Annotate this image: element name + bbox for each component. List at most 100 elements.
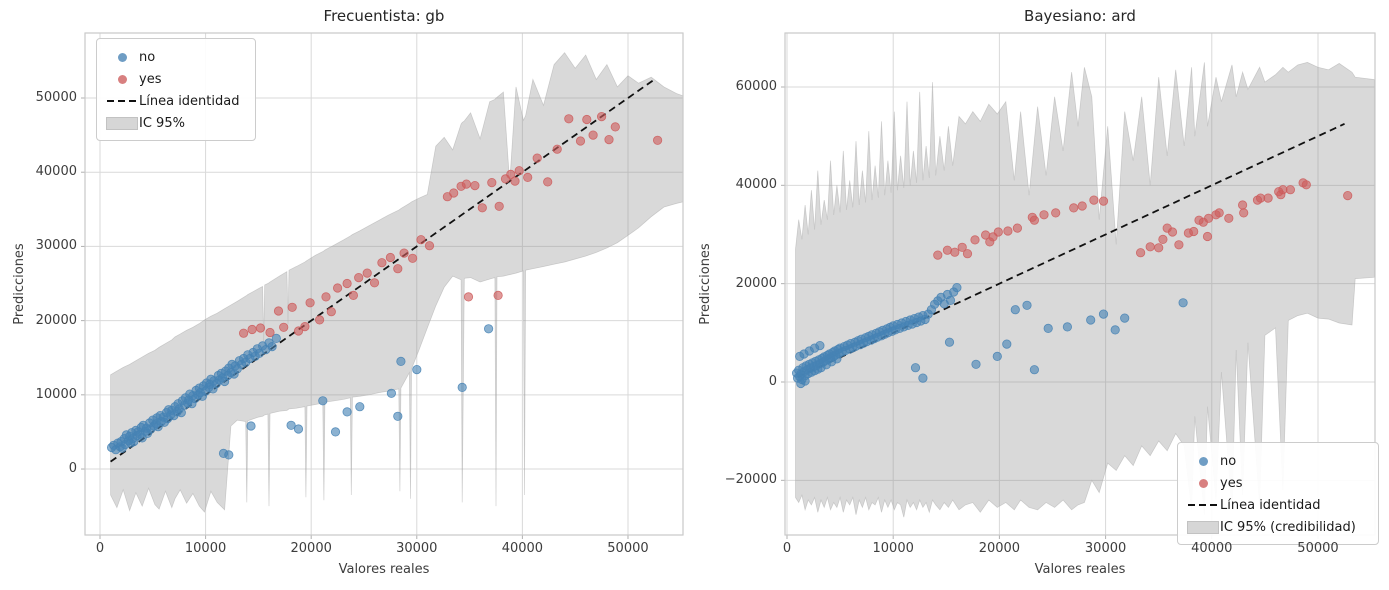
y-tick-label-left: 30000 <box>35 238 77 254</box>
legend-item-identity: Línea identidad <box>1186 494 1368 516</box>
scatter-point-yes <box>1224 213 1234 223</box>
series-yes <box>933 178 1353 260</box>
y-tick-label-left: 20000 <box>35 312 77 328</box>
scatter-point-yes <box>1214 208 1224 218</box>
scatter-point-no <box>918 373 928 383</box>
scatter-point-no <box>1120 313 1130 323</box>
scatter-point-no <box>971 359 981 369</box>
y-tick-label-right: 20000 <box>735 275 777 291</box>
scatter-point-no <box>412 364 422 375</box>
chart-title-right: Bayesiano: ard <box>1024 7 1136 25</box>
scatter-point-yes <box>1098 196 1109 206</box>
scatter-point-yes <box>239 328 249 338</box>
scatter-point-yes <box>532 153 542 163</box>
scatter-point-yes <box>332 283 343 293</box>
legend-label: IC 95% <box>139 115 185 131</box>
scatter-point-yes <box>293 326 304 336</box>
scatter-point-yes <box>494 201 504 211</box>
scatter-point-yes <box>1069 203 1079 213</box>
blue-dot-icon <box>1186 456 1220 466</box>
scatter-point-yes <box>1089 195 1099 205</box>
scatter-point-no <box>224 450 234 460</box>
plot-border-right <box>784 32 1376 536</box>
scatter-point-yes <box>1029 215 1040 225</box>
scatter-point-no <box>952 282 962 293</box>
scatter-point-yes <box>543 177 553 187</box>
scatter-point-no <box>945 295 956 305</box>
scatter-point-yes <box>424 241 435 251</box>
scatter-point-yes <box>933 250 943 260</box>
scatter-point-yes <box>354 272 364 283</box>
scatter-point-yes <box>514 166 524 176</box>
scatter-point-no <box>396 356 406 366</box>
scatter-point-yes <box>314 315 325 325</box>
scatter-point-yes <box>1145 242 1155 252</box>
identity-line <box>110 78 655 463</box>
scatter-point-no <box>483 324 494 334</box>
scatter-point-no <box>800 376 810 386</box>
scatter-point-no <box>1010 305 1020 315</box>
y-tick-label-right: −20000 <box>724 472 777 488</box>
scatter-point-yes <box>348 290 358 300</box>
scatter-point-yes <box>1202 231 1213 242</box>
scatter-point-yes <box>1285 185 1296 195</box>
scatter-point-yes <box>950 247 960 257</box>
scatter-point-yes <box>1239 208 1249 218</box>
scatter-point-no <box>910 363 921 373</box>
y-tick-label-left: 0 <box>68 461 77 477</box>
x-tick-label-left: 40000 <box>501 541 544 556</box>
legend-label: yes <box>1220 475 1243 491</box>
legend-item-no: no <box>105 46 245 68</box>
scatter-point-yes <box>1167 227 1178 237</box>
scatter-point-yes <box>247 324 257 335</box>
y-tick-label-left: 50000 <box>35 90 77 105</box>
scatter-point-yes <box>1003 226 1013 236</box>
scatter-point-yes <box>1204 213 1214 223</box>
y-tick-label-right: 40000 <box>735 177 777 193</box>
scatter-point-yes <box>962 249 973 259</box>
scatter-point-no <box>386 388 396 398</box>
x-axis-label-right: Valores reales <box>1034 562 1126 577</box>
y-tick-label-left: 40000 <box>35 164 77 180</box>
x-tick-label-right: 0 <box>782 541 792 556</box>
scatter-point-yes <box>300 321 310 332</box>
scatter-point-yes <box>477 203 487 213</box>
scatter-point-yes <box>416 235 426 245</box>
scatter-point-no <box>457 382 467 392</box>
legend-label: yes <box>139 71 162 87</box>
dashed-line-icon <box>105 100 139 102</box>
scatter-point-yes <box>552 144 562 154</box>
scatter-point-yes <box>362 268 372 278</box>
scatter-point-yes <box>393 264 403 274</box>
scatter-point-yes <box>407 253 418 263</box>
scatter-point-yes <box>1154 243 1164 253</box>
scatter-point-yes <box>449 188 459 198</box>
scatter-point-yes <box>463 292 474 302</box>
x-tick-label-left: 0 <box>95 541 105 556</box>
red-dot-icon <box>105 74 139 84</box>
x-axis-label-left: Valores reales <box>338 562 430 577</box>
legend-item-yes: yes <box>105 68 245 90</box>
scatter-point-yes <box>279 322 289 332</box>
scatter-point-no <box>246 421 256 431</box>
scatter-point-yes <box>523 172 533 182</box>
dashed-line-icon <box>1186 504 1220 506</box>
legend-item-band: IC 95% (credibilidad) <box>1186 516 1368 538</box>
x-tick-label-right: 20000 <box>978 541 1021 556</box>
gray-patch-icon <box>1186 520 1220 534</box>
x-tick-label-right: 30000 <box>1084 541 1127 556</box>
scatter-point-no <box>1098 309 1109 319</box>
scatter-point-yes <box>506 169 516 179</box>
x-tick-label-left: 10000 <box>184 541 227 556</box>
scatter-point-no <box>342 407 352 417</box>
scatter-point-yes <box>273 306 284 316</box>
x-tick-label-left: 30000 <box>396 541 438 556</box>
scatter-point-yes <box>970 235 980 245</box>
scatter-point-yes <box>1158 234 1168 244</box>
scatter-point-no <box>286 420 296 430</box>
scatter-point-no <box>293 424 304 434</box>
y-tick-label-right: 0 <box>768 373 777 389</box>
scatter-point-yes <box>1263 193 1273 203</box>
